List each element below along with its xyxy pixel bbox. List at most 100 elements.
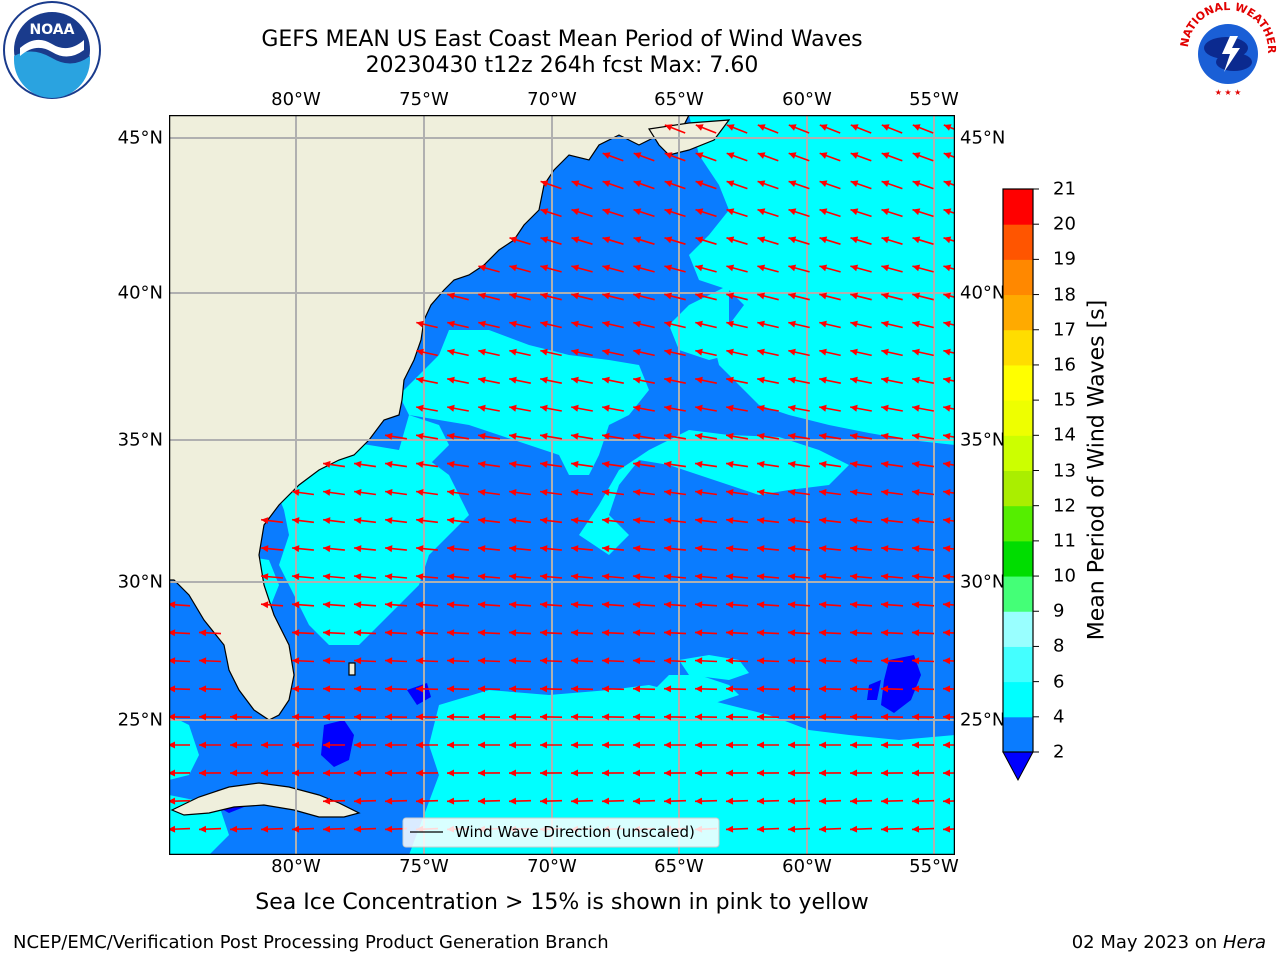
wave-direction-arrowhead	[757, 208, 766, 216]
wave-direction-arrowhead	[664, 685, 672, 693]
wave-direction-arrowhead	[726, 292, 734, 300]
wave-direction-arrowhead	[664, 741, 671, 749]
wave-direction-arrowhead	[819, 769, 826, 777]
wave-direction-arrowhead	[912, 545, 920, 553]
wave-direction-arrowhead	[664, 713, 672, 721]
wave-direction-arrowhead	[509, 797, 517, 805]
lon-label-top-60w: 60°W	[782, 89, 832, 110]
wave-direction-arrowhead	[447, 573, 455, 581]
wave-direction-arrowhead	[633, 657, 641, 665]
colorbar-band	[1003, 716, 1033, 753]
wave-direction-arrowhead	[819, 517, 827, 524]
wave-direction-arrowhead	[602, 769, 609, 777]
wave-direction-arrowhead	[540, 432, 548, 440]
wave-direction-arrowhead	[478, 320, 486, 328]
wave-direction-arrowhead	[169, 601, 176, 609]
wave-direction-arrowhead	[726, 769, 733, 777]
wave-direction-arrowhead	[571, 545, 579, 553]
wave-direction-arrowhead	[788, 404, 796, 412]
wave-direction-arrowhead	[695, 460, 703, 468]
wave-direction-arrowhead	[881, 292, 889, 300]
colorbar-tick-label: 18	[1053, 284, 1076, 306]
wave-direction-arrowhead	[261, 741, 268, 749]
colorbar-band	[1003, 540, 1033, 577]
wave-direction-arrowhead	[540, 685, 548, 693]
wave-direction-arrowhead	[788, 657, 796, 665]
wave-direction-arrowhead	[602, 517, 610, 524]
wave-direction-arrowhead	[819, 713, 827, 721]
wave-direction-arrowhead	[509, 489, 517, 496]
wave-direction-arrowhead	[447, 545, 455, 553]
wave-direction-arrowhead	[881, 348, 889, 356]
colorbar-tick-label: 8	[1053, 635, 1065, 657]
colorbar-tick-label: 10	[1053, 565, 1076, 587]
wave-direction-arrowhead	[850, 685, 858, 693]
wave-direction-arrowhead	[416, 376, 424, 384]
wave-direction-arrowhead	[726, 657, 734, 665]
wave-direction-arrowhead	[757, 432, 765, 440]
wave-direction-arrowhead	[695, 320, 703, 328]
wave-direction-arrowhead	[912, 292, 920, 300]
wave-direction-arrowhead	[664, 124, 673, 131]
wave-direction-arrowhead	[540, 292, 548, 300]
wave-direction-arrowhead	[478, 460, 486, 468]
wave-direction-arrowhead	[447, 657, 455, 665]
wave-direction-arrowhead	[416, 797, 424, 805]
wave-direction-arrowhead	[819, 376, 827, 384]
wave-direction-arrowhead	[447, 601, 455, 609]
wave-direction-arrowhead	[943, 208, 952, 216]
wave-direction-arrowhead	[509, 685, 517, 693]
colorbar-under-extension	[1002, 751, 1034, 782]
wave-direction-arrowhead	[261, 769, 268, 777]
wave-direction-arrowhead	[881, 769, 888, 777]
wave-direction-arrowhead	[726, 376, 734, 384]
wave-direction-arrowhead	[571, 208, 580, 216]
wave-direction-arrowhead	[912, 208, 921, 216]
lon-label-bottom-60w: 60°W	[782, 856, 832, 877]
wave-direction-arrowhead	[726, 432, 734, 440]
wave-direction-arrowhead	[695, 797, 703, 805]
wave-direction-arrowhead	[633, 320, 641, 328]
wave-direction-arrowhead	[664, 517, 672, 524]
wave-direction-arrowhead	[881, 657, 889, 665]
wave-direction-arrowhead	[943, 741, 950, 749]
wave-direction-arrowhead	[664, 208, 673, 216]
wave-direction-arrowhead	[447, 713, 455, 721]
wave-direction-arrowhead	[819, 545, 827, 553]
lon-label-top-55w: 55°W	[909, 89, 959, 110]
wave-direction-arrowhead	[943, 460, 951, 468]
wave-direction-arrowhead	[943, 713, 951, 721]
colorbar-band	[1003, 470, 1033, 507]
wave-direction-arrowhead	[850, 376, 858, 384]
wave-direction-arrowhead	[695, 713, 703, 721]
lon-label-top-65w: 65°W	[654, 89, 704, 110]
wave-direction-arrowhead	[757, 124, 766, 131]
wave-direction-arrowhead	[664, 264, 673, 272]
wave-direction-arrowhead	[478, 404, 486, 412]
wave-direction-arrowhead	[199, 713, 207, 721]
wave-direction-arrowhead	[385, 629, 393, 637]
wave-direction-arrowhead	[850, 236, 859, 244]
wave-direction-arrowhead	[850, 657, 858, 665]
wave-direction-arrowhead	[571, 741, 578, 749]
wave-direction-arrowhead	[912, 320, 920, 328]
wave-direction-arrowhead	[416, 629, 424, 637]
wave-direction-arrowhead	[633, 152, 642, 159]
wave-direction-arrowhead	[292, 601, 300, 609]
wave-direction-arrowhead	[912, 825, 920, 833]
wave-direction-arrowhead	[726, 404, 734, 412]
wave-direction-arrowhead	[695, 404, 703, 412]
colorbar-band	[1003, 505, 1033, 542]
wave-direction-arrowhead	[881, 797, 889, 805]
wave-direction-arrowhead	[540, 460, 548, 468]
wave-direction-arrowhead	[571, 460, 579, 468]
wave-direction-arrowhead	[385, 685, 393, 693]
wave-direction-arrowhead	[912, 236, 921, 244]
wave-direction-arrowhead	[819, 573, 827, 581]
wave-direction-arrowhead	[881, 825, 889, 833]
lat-label-left-25n: 25°N	[117, 709, 163, 731]
wave-direction-arrowhead	[199, 629, 207, 637]
wave-direction-arrowhead	[788, 601, 796, 609]
wave-direction-arrowhead	[571, 769, 578, 777]
wave-direction-arrowhead	[540, 713, 548, 721]
